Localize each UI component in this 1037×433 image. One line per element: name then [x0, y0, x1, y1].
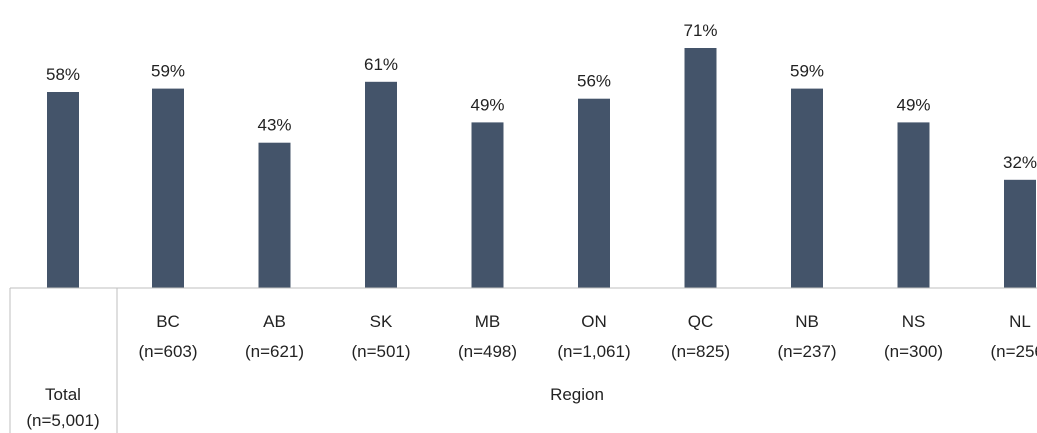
category-n-sk: (n=501) — [351, 342, 410, 361]
value-labels-layer: 58% 59% 43% 61% 49% 56% 71% 59% 49% 32% — [46, 21, 1037, 172]
bar-ns — [897, 122, 930, 289]
category-n-bc: (n=603) — [138, 342, 197, 361]
bar-on — [578, 98, 610, 288]
category-axis — [9, 287, 1037, 433]
category-labels-layer: BC (n=603) AB (n=621) SK (n=501) MB (n=498) ON (n… — [138, 312, 1037, 361]
category-n-ns: (n=300) — [884, 342, 943, 361]
value-label-ns: 49% — [896, 95, 930, 114]
value-label-nl: 32% — [1003, 153, 1037, 172]
value-label-qc: 71% — [683, 21, 717, 40]
category-n-qc: (n=825) — [671, 342, 730, 361]
value-label-sk: 61% — [364, 55, 398, 74]
category-label-qc: QC — [688, 312, 714, 331]
category-label-ns: NS — [902, 312, 926, 331]
category-label-mb: MB — [475, 312, 501, 331]
value-label-nb: 59% — [790, 62, 824, 81]
value-label-mb: 49% — [470, 95, 504, 114]
bar-qc — [684, 48, 717, 288]
category-label-on: ON — [581, 312, 607, 331]
bar-mb — [471, 122, 504, 289]
value-label-on: 56% — [577, 72, 611, 91]
bar-ab — [258, 142, 291, 288]
category-n-mb: (n=498) — [458, 342, 517, 361]
category-n-nb: (n=237) — [777, 342, 836, 361]
bars-layer — [47, 48, 1036, 289]
value-label-ab: 43% — [257, 116, 291, 135]
bar-bc — [152, 88, 184, 288]
value-label-total: 58% — [46, 65, 80, 84]
total-label-line2: (n=5,001) — [26, 411, 99, 430]
category-n-nl: (n=256) — [990, 342, 1037, 361]
category-n-ab: (n=621) — [245, 342, 304, 361]
category-label-nb: NB — [795, 312, 819, 331]
total-label-line1: Total — [45, 385, 81, 404]
category-label-nl: NL — [1009, 312, 1031, 331]
bar-total — [47, 92, 79, 288]
bar-sk — [365, 81, 397, 288]
bar-nl — [1004, 179, 1036, 288]
category-label-bc: BC — [156, 312, 180, 331]
category-label-ab: AB — [263, 312, 286, 331]
category-label-sk: SK — [370, 312, 393, 331]
bar-nb — [791, 88, 823, 288]
group-label-region: Region — [550, 385, 604, 404]
value-label-bc: 59% — [151, 62, 185, 81]
category-n-on: (n=1,061) — [557, 342, 630, 361]
